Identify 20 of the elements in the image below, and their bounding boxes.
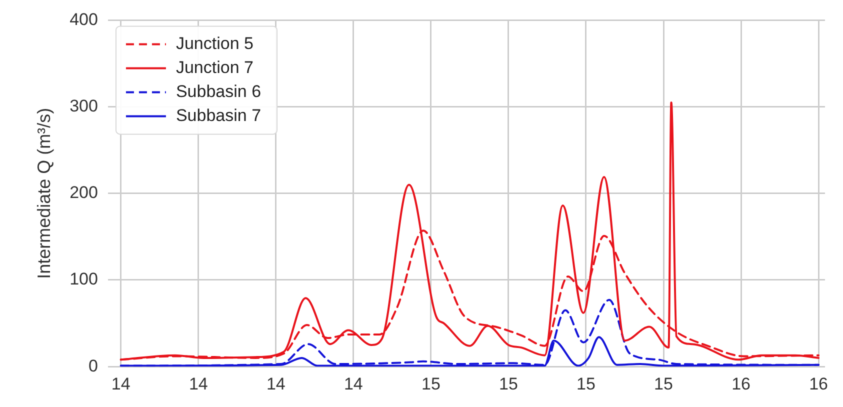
legend-label: Junction 7 (176, 58, 254, 77)
x-tick-label: 14 (266, 374, 286, 394)
x-tick-label: 15 (576, 374, 596, 394)
legend-label: Subbasin 7 (176, 106, 262, 125)
legend-label: Junction 5 (176, 34, 254, 53)
y-tick-label: 100 (70, 270, 98, 289)
legend-label: Subbasin 6 (176, 82, 262, 101)
y-tick-label: 400 (70, 10, 98, 29)
y-tick-label: 200 (70, 183, 98, 202)
x-tick-label: 15 (654, 374, 673, 394)
x-tick-label: 15 (499, 374, 518, 394)
x-tick-label: 15 (421, 374, 440, 394)
y-tick-label: 300 (70, 96, 98, 116)
x-tick-label: 14 (188, 374, 208, 394)
x-tick-label: 16 (809, 374, 828, 394)
x-tick-label: 16 (732, 374, 750, 394)
y-tick-label: 0 (88, 356, 98, 376)
y-axis-title: Intermediate Q (m³/s) (34, 108, 54, 279)
x-tick-label: 14 (344, 374, 363, 394)
x-tick-label: 14 (111, 374, 130, 394)
